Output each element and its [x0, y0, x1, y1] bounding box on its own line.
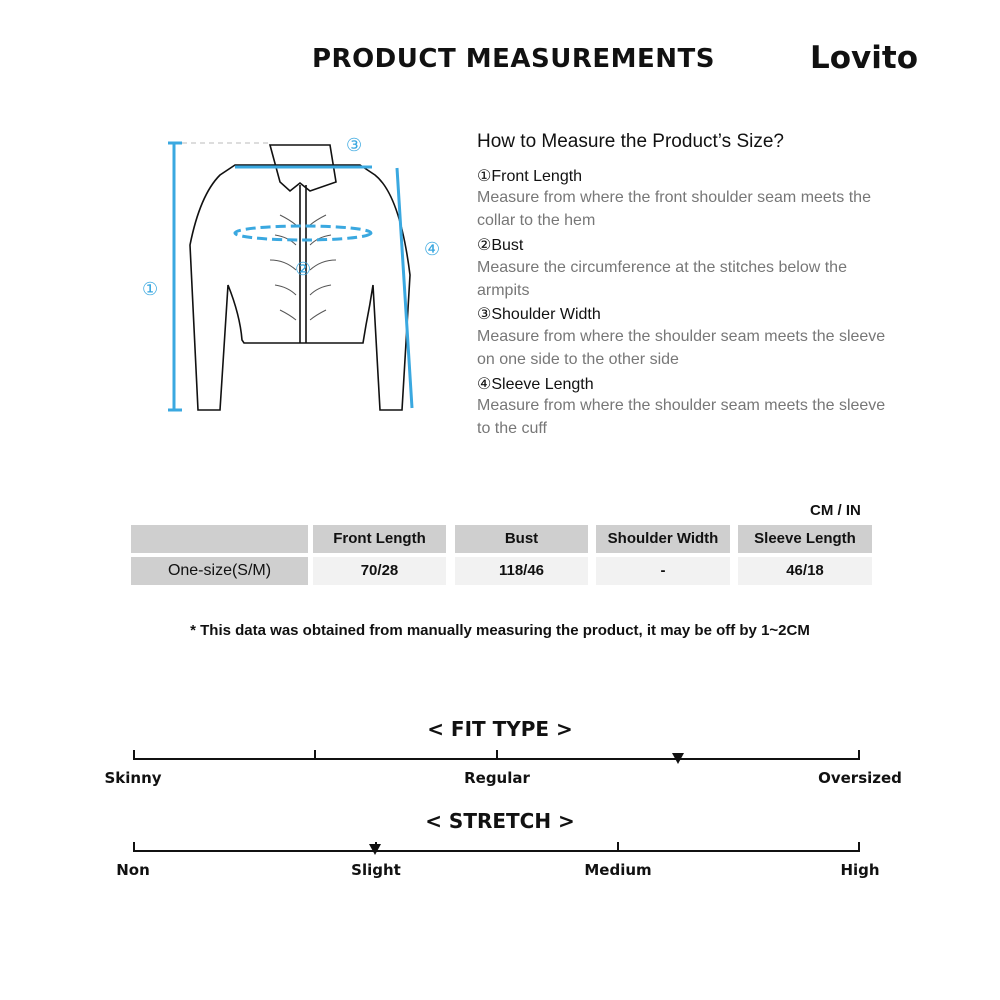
jacket-measurement-diagram: ① ② ③ ④	[142, 135, 440, 412]
marker-4: ④	[424, 239, 440, 260]
collar	[268, 144, 337, 193]
stretch-label: High	[840, 861, 880, 879]
table-header	[131, 525, 308, 553]
table-cell-size: One-size(S/M)	[131, 557, 308, 585]
unit-label: CM / IN	[810, 502, 861, 519]
marker-2: ②	[295, 259, 311, 280]
guide-title: How to Measure the Product’s Size?	[477, 131, 784, 152]
table-header: Front Length	[313, 525, 446, 553]
fit-label: Regular	[464, 769, 530, 787]
stretch-label: Slight	[351, 861, 401, 879]
marker-1: ①	[142, 279, 158, 300]
stretch-scale	[133, 840, 860, 852]
fit-type-scale	[133, 748, 860, 760]
sleeve-length-line	[395, 167, 414, 409]
fit-label: Skinny	[104, 769, 162, 787]
bust-line	[233, 224, 373, 242]
table-header: Shoulder Width	[596, 525, 730, 553]
fit-type-marker	[672, 753, 685, 764]
guide-item-label: ④Sleeve Length	[477, 376, 594, 393]
guide-item-desc: Measure from where the shoulder seam mee…	[477, 328, 886, 368]
measurement-note: * This data was obtained from manually m…	[190, 622, 810, 639]
stretch-marker	[369, 844, 382, 855]
marker-3: ③	[346, 135, 362, 156]
page-title: PRODUCT MEASUREMENTS	[312, 44, 715, 74]
guide-item-desc: Measure the circumference at the stitche…	[477, 259, 847, 299]
stretch-title: < STRETCH >	[425, 809, 575, 833]
guide-item-desc: Measure from where the front shoulder se…	[477, 189, 871, 229]
table-cell: 118/46	[455, 557, 588, 585]
table-cell: -	[596, 557, 730, 585]
guide-item-label: ③Shoulder Width	[477, 306, 601, 323]
guide-item-label: ①Front Length	[477, 168, 583, 185]
table-cell: 70/28	[313, 557, 446, 585]
table-cell: 46/18	[738, 557, 872, 585]
stretch-label: Medium	[584, 861, 652, 879]
table-header: Sleeve Length	[738, 525, 872, 553]
fit-label: Oversized	[818, 769, 902, 787]
brand-logo: Lovito	[810, 40, 919, 76]
guide-item-desc: Measure from where the shoulder seam mee…	[477, 397, 886, 437]
stretch-label: Non	[116, 861, 150, 879]
guide-item-label: ②Bust	[477, 237, 524, 254]
fit-type-title: < FIT TYPE >	[427, 717, 573, 741]
table-header: Bust	[455, 525, 588, 553]
